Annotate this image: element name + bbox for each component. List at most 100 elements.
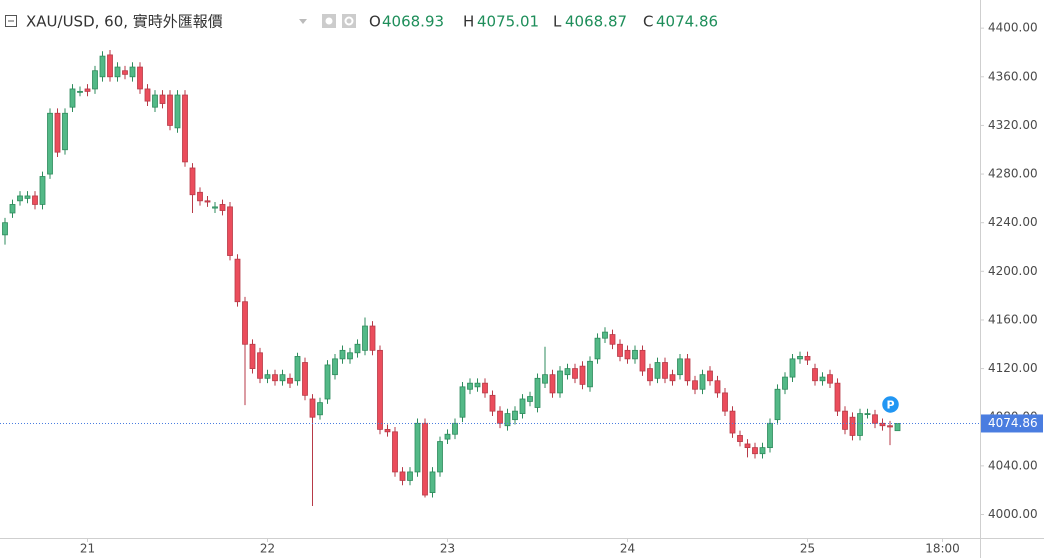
- candle: [857, 408, 863, 441]
- candle: [399, 467, 406, 486]
- candle: [684, 354, 691, 386]
- candle-body: [797, 356, 803, 360]
- candle-body: [17, 195, 23, 202]
- candle-body: [864, 413, 871, 415]
- candle: [729, 406, 736, 438]
- y-tick-label: 4000.00: [988, 507, 1038, 521]
- eye-icon-dot: [325, 17, 333, 25]
- candle: [2, 217, 8, 245]
- candle-body: [549, 374, 556, 394]
- settings-icon[interactable]: [342, 14, 356, 28]
- ohlc-value: 4068.87: [565, 13, 627, 31]
- candle-body: [594, 337, 601, 360]
- candle-body: [62, 112, 68, 151]
- candle: [744, 439, 751, 458]
- candle: [189, 163, 196, 213]
- annotation-marker: [880, 394, 901, 415]
- candle-body: [639, 349, 646, 372]
- settings-icon-ring: [344, 16, 354, 26]
- y-tick-label: 4400.00: [988, 21, 1038, 35]
- x-tick-label: 18:00: [925, 542, 960, 556]
- candle-body: [729, 410, 736, 434]
- candle: [69, 84, 76, 113]
- candle: [759, 442, 766, 459]
- ohlc-value: 4074.86: [656, 13, 718, 31]
- candle-body: [707, 370, 713, 382]
- dropdown-arrow[interactable]: [299, 19, 307, 24]
- candle: [264, 369, 271, 384]
- candle-body: [227, 206, 233, 256]
- candle-body: [737, 435, 743, 442]
- candle-body: [474, 382, 481, 388]
- candle-body: [437, 441, 443, 473]
- candle: [474, 378, 481, 392]
- x-tick-label: 22: [260, 542, 275, 556]
- x-tick-label: 21: [80, 542, 95, 556]
- ohlc-label: C: [643, 13, 653, 31]
- candle-body: [264, 374, 271, 379]
- candle-body: [834, 382, 841, 412]
- candle-body: [459, 386, 466, 418]
- y-tick-label: 4160.00: [988, 312, 1038, 326]
- symbol-title: XAU/USD, 60, 實時外匯報價: [26, 13, 223, 31]
- ohlc-value: 4075.01: [477, 13, 539, 31]
- candle-body: [617, 343, 623, 357]
- candle-body: [632, 349, 638, 360]
- candle-body: [152, 94, 158, 108]
- candle-body: [414, 422, 421, 473]
- candle-body: [564, 368, 571, 376]
- collapse-icon[interactable]: [5, 15, 17, 27]
- candle-body: [174, 94, 181, 129]
- candle: [527, 391, 533, 407]
- ohlc-label: O: [369, 13, 381, 31]
- candle-body: [452, 422, 458, 435]
- candle-body: [714, 380, 721, 394]
- candle: [294, 352, 301, 386]
- candle-body: [609, 334, 616, 345]
- candle-body: [204, 200, 211, 203]
- candle-body: [219, 204, 226, 211]
- candle-body: [39, 176, 46, 205]
- candle-body: [692, 380, 698, 390]
- candle: [872, 409, 878, 429]
- candle: [519, 394, 526, 419]
- candle: [54, 108, 61, 158]
- candle: [752, 442, 758, 459]
- candle: [714, 375, 721, 398]
- candle: [512, 406, 518, 425]
- ohlc-label: L: [553, 13, 562, 31]
- candle-body: [54, 112, 61, 153]
- candle: [609, 329, 616, 350]
- candle-body: [189, 167, 196, 196]
- candle: [84, 84, 91, 97]
- candle: [572, 363, 578, 384]
- candle: [774, 384, 781, 425]
- candle: [819, 372, 826, 386]
- candle: [549, 369, 556, 398]
- candle: [654, 357, 661, 384]
- candle: [624, 345, 631, 364]
- candle-body: [317, 402, 323, 416]
- candle: [602, 327, 608, 344]
- candle-body: [279, 374, 286, 382]
- candle: [62, 108, 68, 155]
- candle: [407, 467, 413, 486]
- candle: [347, 347, 353, 364]
- candle: [692, 375, 698, 395]
- candle-body: [557, 370, 563, 394]
- candle-body: [272, 374, 278, 382]
- candle: [32, 191, 38, 210]
- candle-body: [324, 364, 331, 400]
- candle: [144, 84, 151, 106]
- candle: [489, 390, 496, 417]
- candle-body: [354, 343, 361, 354]
- candle: [804, 351, 811, 365]
- candle-body: [294, 356, 301, 382]
- candle: [647, 363, 653, 386]
- candle: [587, 356, 593, 392]
- candle: [324, 360, 331, 404]
- candle-body: [624, 349, 631, 360]
- candle-body: [99, 55, 106, 78]
- candle-body: [444, 433, 451, 440]
